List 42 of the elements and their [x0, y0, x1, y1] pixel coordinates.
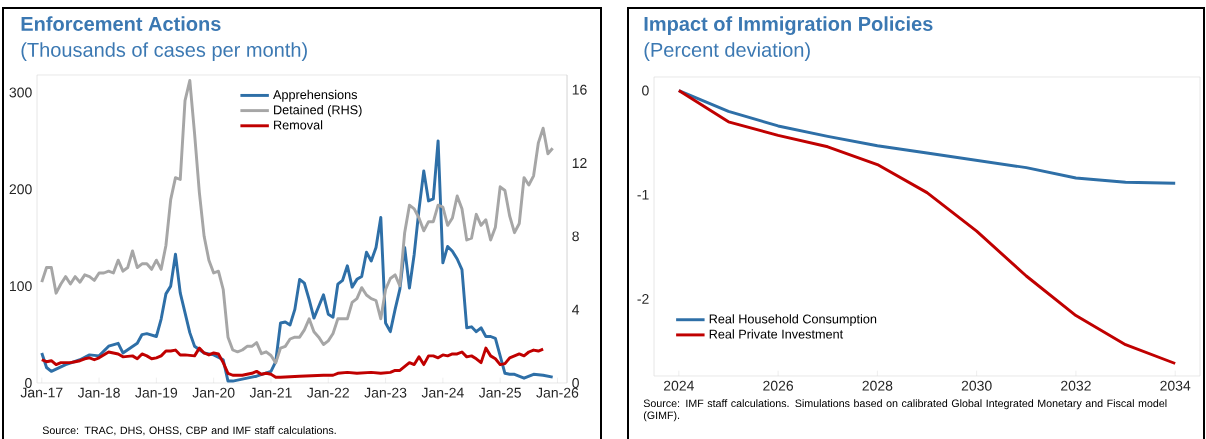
y-tick-label: 0 [642, 85, 649, 96]
chart-title: Enforcement Actions [21, 16, 221, 31]
x-tick-label: Jan-20 [192, 387, 235, 398]
x-tick-label: 2028 [862, 380, 893, 391]
y2-tick-label: 12 [572, 158, 587, 168]
chart-title: Impact of Immigration Policies [644, 16, 933, 35]
y-tick-label: 200 [9, 184, 32, 195]
x-tick-label: Jan-21 [249, 387, 292, 398]
y2-tick-label: 16 [572, 84, 587, 95]
x-tick-label: Jan-25 [478, 387, 521, 398]
y-tick-label: 0 [25, 378, 32, 388]
x-tick-label: Jan-18 [77, 387, 120, 398]
x-tick-label: 2030 [961, 380, 992, 391]
chart-subtitle: (Percent deviation) [644, 42, 810, 61]
x-tick-label: Jan-22 [307, 387, 349, 398]
legend-label: Real Household Consumption [709, 314, 877, 326]
y-tick-label: -2 [637, 294, 649, 304]
line-series [40, 139, 555, 383]
source-note: Source: IMF staff calculations. Simulations based on calibrated Global Integrated Monetary and Fiscal model (GIMF). [643, 399, 1167, 422]
y-tick-label: 300 [9, 87, 32, 98]
y-tick-label: -1 [637, 189, 649, 200]
legend-label: Real Private Investment [709, 329, 844, 339]
x-tick-label: 2032 [1061, 380, 1091, 391]
line-series [40, 346, 545, 379]
source-note: Source: TRAC, DHS, OHSS, CBP and IMF staff calculations. [42, 426, 336, 436]
x-tick-label: 2034 [1160, 380, 1191, 391]
legend-label: Removal [274, 120, 323, 130]
x-tick-label: Jan-19 [135, 387, 178, 398]
legend-label: Apprehensions [273, 89, 358, 102]
line-series [677, 89, 1177, 365]
y2-tick-label: 0 [572, 378, 579, 388]
x-tick-label: Jan-26 [536, 387, 579, 398]
x-tick-label: Jan-17 [20, 387, 63, 398]
y2-tick-label: 4 [572, 304, 580, 315]
x-tick-label: Jan-24 [421, 387, 464, 398]
legend-label: Detained (RHS) [274, 105, 362, 117]
x-tick-label: 2026 [763, 380, 794, 391]
y2-tick-label: 8 [572, 231, 579, 242]
x-tick-label: Jan-23 [364, 387, 407, 398]
chart-subtitle: (Thousands of cases per month) [21, 42, 307, 61]
x-tick-label: 2024 [663, 380, 694, 391]
y-tick-label: 100 [10, 281, 32, 292]
